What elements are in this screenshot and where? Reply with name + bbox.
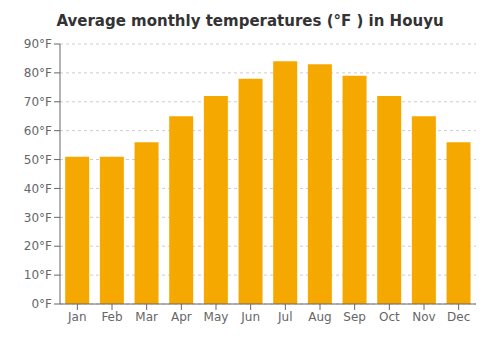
svg-text:Dec: Dec [447, 310, 470, 324]
svg-text:Sep: Sep [343, 310, 366, 324]
svg-text:May: May [204, 310, 229, 324]
svg-text:0°F: 0°F [31, 297, 52, 311]
svg-text:Mar: Mar [135, 310, 158, 324]
svg-text:90°F: 90°F [24, 37, 52, 51]
svg-text:Jul: Jul [277, 310, 292, 324]
svg-text:50°F: 50°F [24, 153, 52, 167]
svg-text:Feb: Feb [101, 310, 122, 324]
svg-text:80°F: 80°F [24, 66, 52, 80]
svg-text:70°F: 70°F [24, 95, 52, 109]
svg-text:40°F: 40°F [24, 182, 52, 196]
svg-text:Aug: Aug [308, 310, 331, 324]
html-text:Average monthly temperatures (: Average monthly temperatures (°F ) in Ho… [56, 12, 444, 30]
svg-text:Oct: Oct [379, 310, 400, 324]
svg-text:10°F: 10°F [24, 268, 52, 282]
svg-text:30°F: 30°F [24, 211, 52, 225]
svg-text:Nov: Nov [412, 310, 435, 324]
svg-text:20°F: 20°F [24, 239, 52, 253]
svg-text:Jun: Jun [240, 310, 260, 324]
svg-text:60°F: 60°F [24, 124, 52, 138]
svg-text:Apr: Apr [171, 310, 192, 324]
svg-text:Jan: Jan [67, 310, 87, 324]
